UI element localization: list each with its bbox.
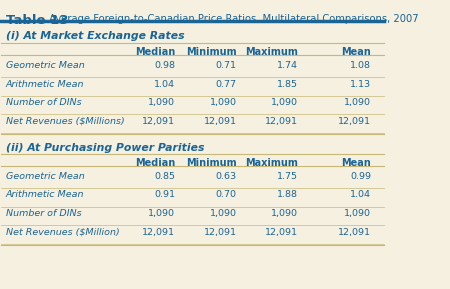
Text: 12,091: 12,091: [203, 227, 236, 236]
Text: 1,090: 1,090: [148, 209, 176, 218]
Text: Net Revenues ($Million): Net Revenues ($Million): [6, 227, 120, 236]
Text: 1.08: 1.08: [351, 61, 371, 70]
Text: 0.85: 0.85: [154, 172, 176, 181]
Text: Median: Median: [135, 47, 176, 57]
Text: Arithmetic Mean: Arithmetic Mean: [6, 79, 85, 88]
Text: (ii) At Purchasing Power Parities: (ii) At Purchasing Power Parities: [6, 143, 204, 153]
Text: 1,090: 1,090: [270, 209, 297, 218]
Text: Average Foreign-to-Canadian Price Ratios, Multilateral Comparisons, 2007: Average Foreign-to-Canadian Price Ratios…: [46, 14, 419, 24]
Text: 1.85: 1.85: [277, 79, 297, 88]
Text: Median: Median: [135, 158, 176, 168]
Text: 12,091: 12,091: [265, 227, 297, 236]
Text: 12,091: 12,091: [142, 227, 176, 236]
Text: Geometric Mean: Geometric Mean: [6, 61, 85, 70]
Text: 1,090: 1,090: [148, 98, 176, 107]
Text: Number of DINs: Number of DINs: [6, 209, 81, 218]
Text: Mean: Mean: [342, 47, 371, 57]
Text: 0.70: 0.70: [216, 190, 236, 199]
Text: Maximum: Maximum: [245, 47, 297, 57]
Text: 12,091: 12,091: [203, 117, 236, 126]
Text: Net Revenues ($Millions): Net Revenues ($Millions): [6, 117, 125, 126]
Text: 0.63: 0.63: [215, 172, 236, 181]
Text: 1,090: 1,090: [209, 209, 236, 218]
Text: 1,090: 1,090: [209, 98, 236, 107]
Text: Minimum: Minimum: [186, 47, 236, 57]
Text: Table 13: Table 13: [6, 14, 68, 27]
Text: Minimum: Minimum: [186, 158, 236, 168]
Text: Geometric Mean: Geometric Mean: [6, 172, 85, 181]
Text: 1,090: 1,090: [344, 209, 371, 218]
Text: Number of DINs: Number of DINs: [6, 98, 81, 107]
Text: 12,091: 12,091: [338, 117, 371, 126]
Text: 0.71: 0.71: [216, 61, 236, 70]
Text: 12,091: 12,091: [265, 117, 297, 126]
Text: 1.88: 1.88: [277, 190, 297, 199]
Text: 1.74: 1.74: [277, 61, 297, 70]
Text: 1.04: 1.04: [351, 190, 371, 199]
Text: 1,090: 1,090: [270, 98, 297, 107]
Text: 1.04: 1.04: [154, 79, 176, 88]
Text: 1.13: 1.13: [350, 79, 371, 88]
Text: 0.77: 0.77: [216, 79, 236, 88]
Text: 0.98: 0.98: [154, 61, 176, 70]
Text: 12,091: 12,091: [142, 117, 176, 126]
Text: 0.91: 0.91: [154, 190, 176, 199]
Text: Maximum: Maximum: [245, 158, 297, 168]
Text: 0.99: 0.99: [351, 172, 371, 181]
Text: Arithmetic Mean: Arithmetic Mean: [6, 190, 85, 199]
Text: 1.75: 1.75: [277, 172, 297, 181]
Text: 12,091: 12,091: [338, 227, 371, 236]
Text: (i) At Market Exchange Rates: (i) At Market Exchange Rates: [6, 32, 184, 41]
Text: Mean: Mean: [342, 158, 371, 168]
Text: 1,090: 1,090: [344, 98, 371, 107]
